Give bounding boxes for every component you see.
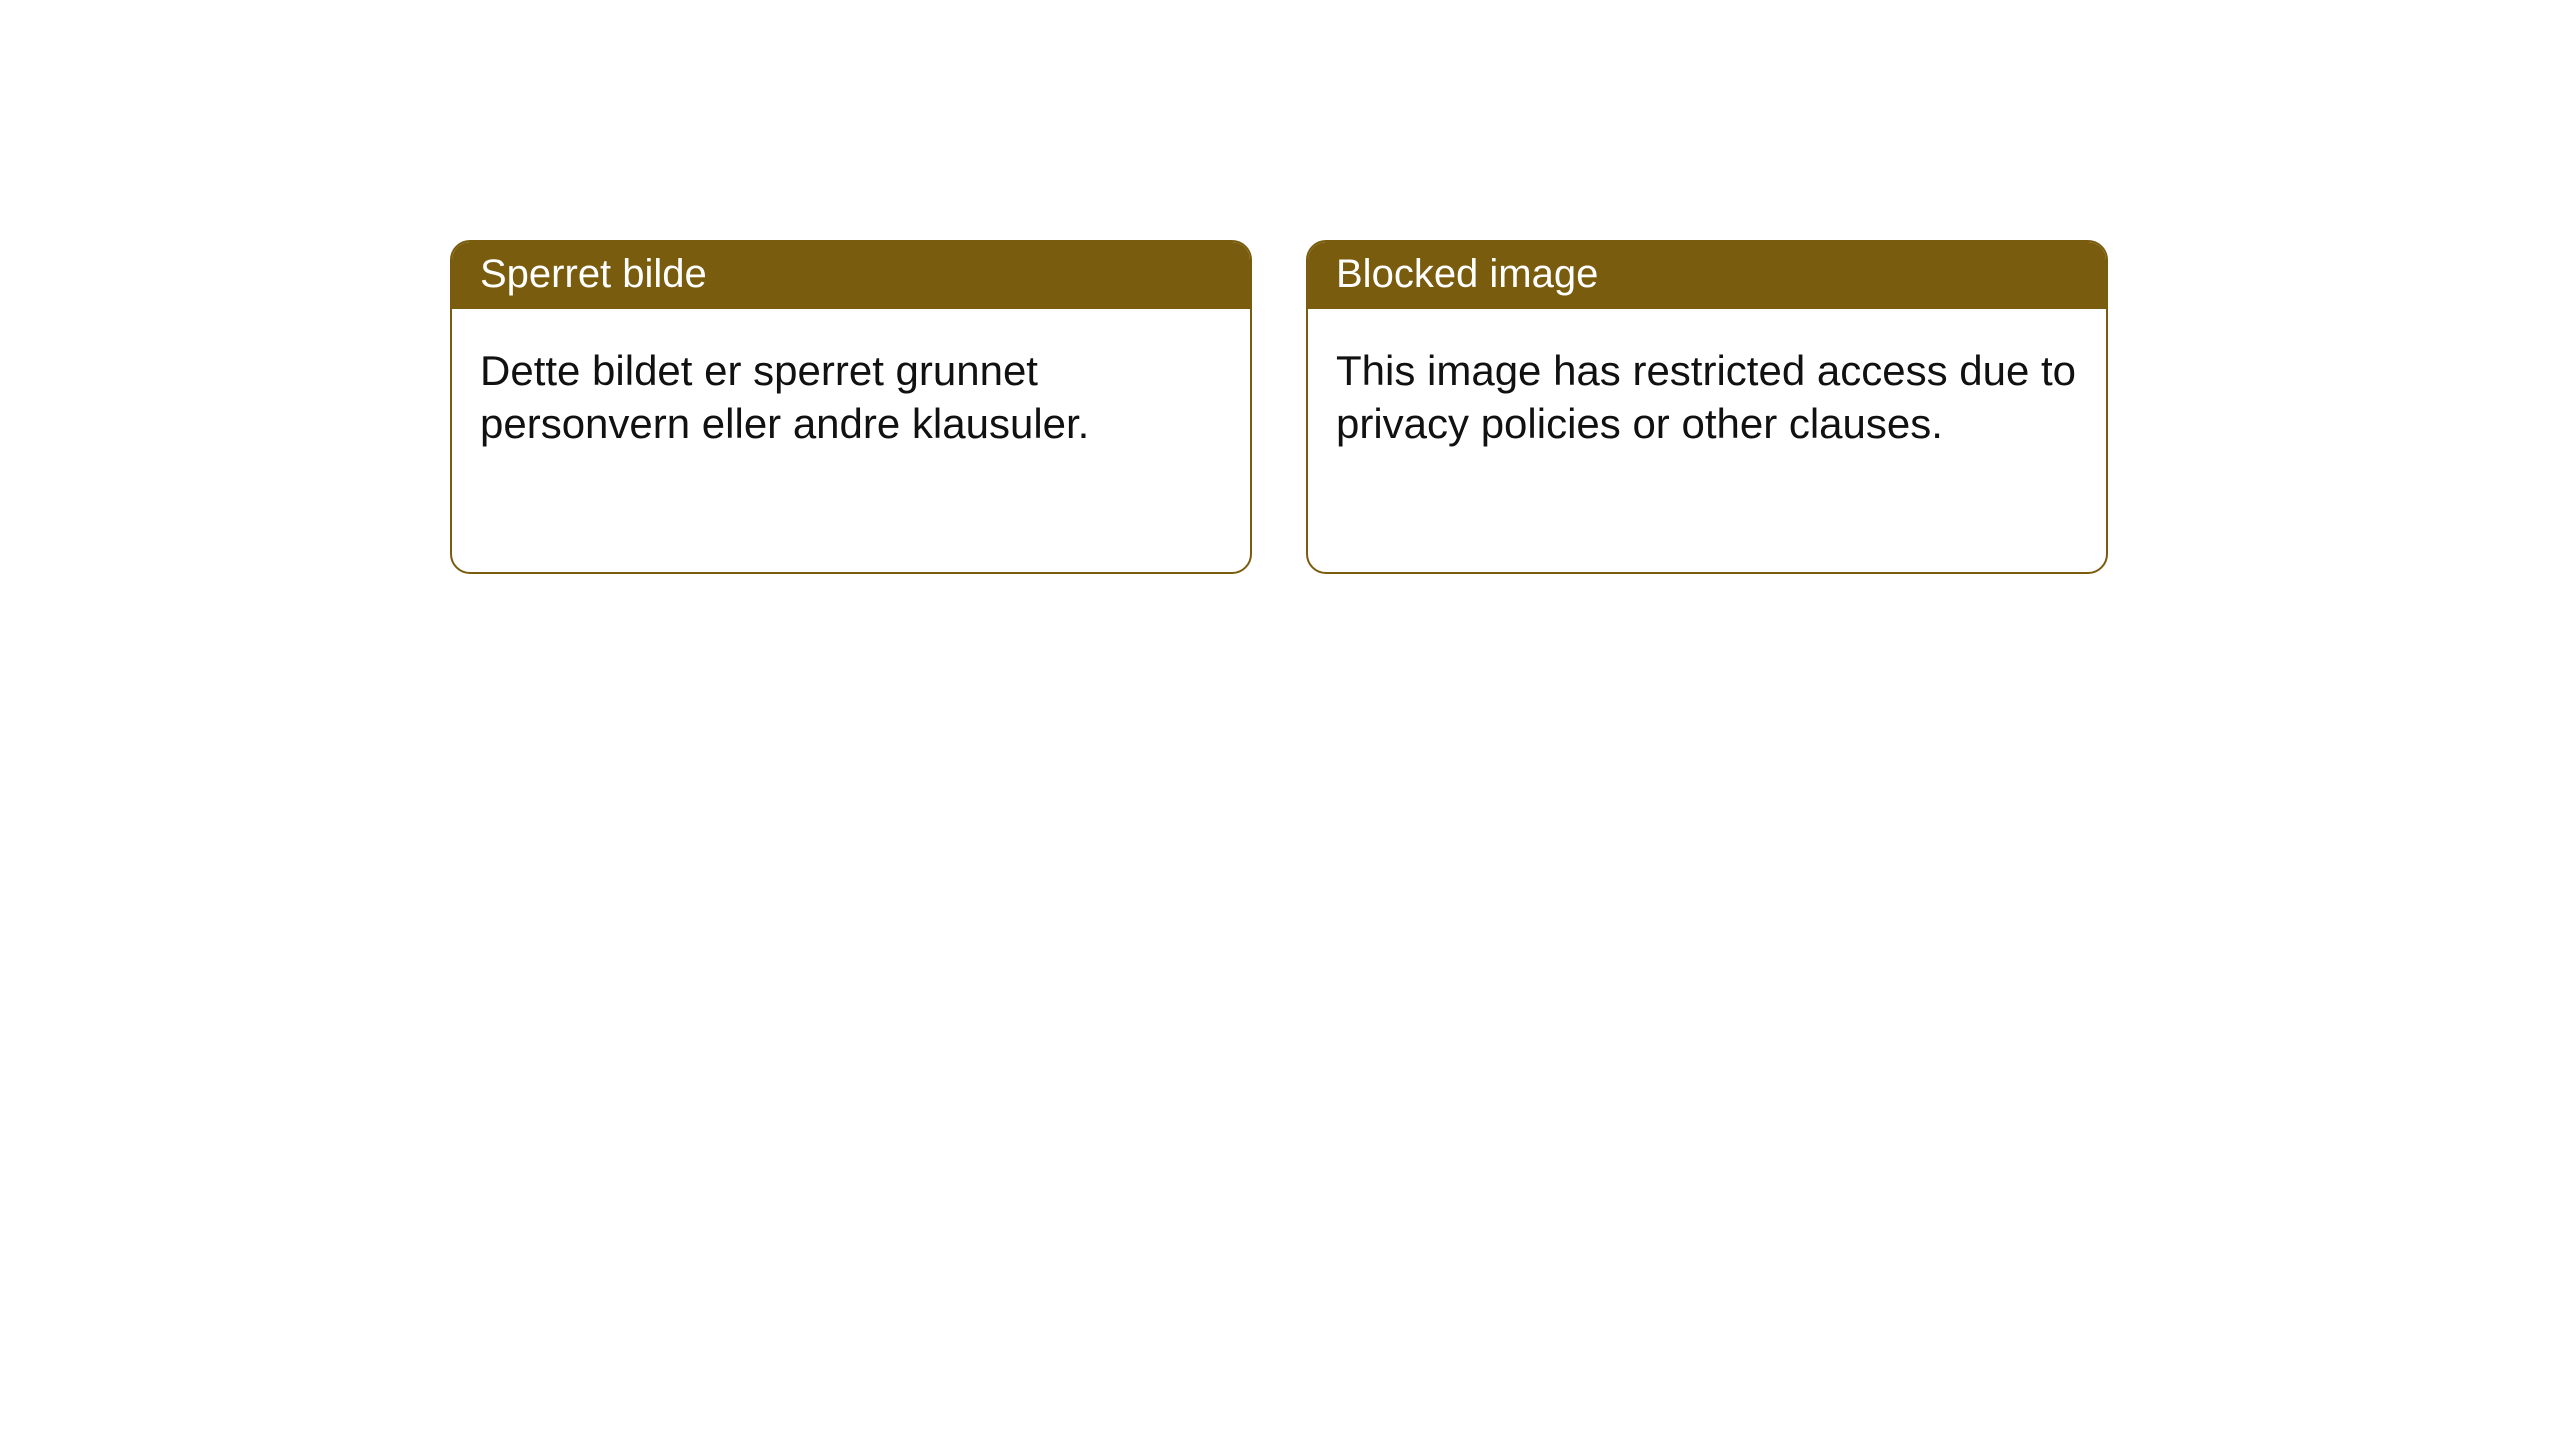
notice-container: Sperret bilde Dette bildet er sperret gr…: [0, 0, 2560, 574]
notice-title-english: Blocked image: [1308, 242, 2106, 309]
notice-card-english: Blocked image This image has restricted …: [1306, 240, 2108, 574]
notice-body-norwegian: Dette bildet er sperret grunnet personve…: [452, 309, 1250, 470]
notice-card-norwegian: Sperret bilde Dette bildet er sperret gr…: [450, 240, 1252, 574]
notice-title-norwegian: Sperret bilde: [452, 242, 1250, 309]
notice-body-english: This image has restricted access due to …: [1308, 309, 2106, 470]
